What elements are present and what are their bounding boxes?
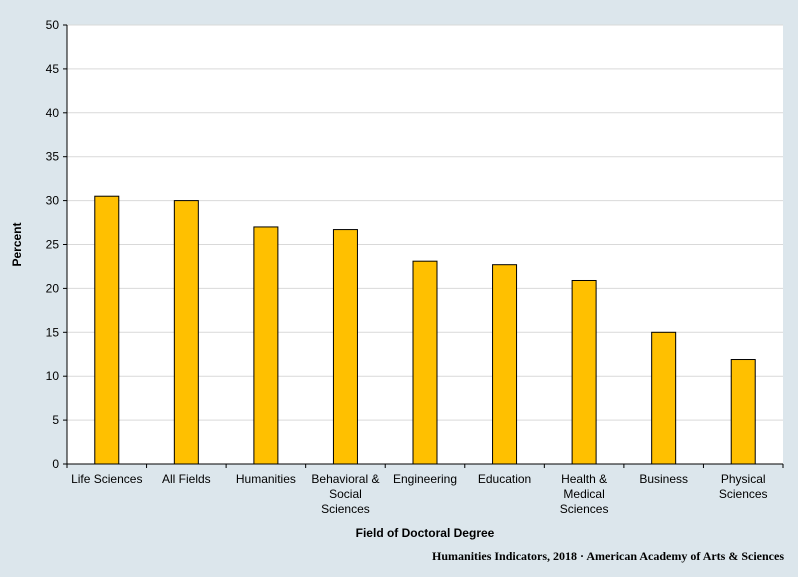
x-category-label: Business <box>639 472 688 486</box>
x-category-label-line: All Fields <box>162 472 211 486</box>
x-category-label-line: Humanities <box>236 472 296 486</box>
x-category-label-line: Medical <box>563 487 604 501</box>
x-category-label-line: Life Sciences <box>71 472 142 486</box>
y-tick-label: 25 <box>46 238 60 252</box>
y-tick-label: 10 <box>46 369 60 383</box>
x-category-label-line: Business <box>639 472 688 486</box>
x-axis-title: Field of Doctoral Degree <box>356 526 495 540</box>
y-tick-label: 50 <box>46 18 60 32</box>
bar[interactable] <box>651 331 677 465</box>
y-tick-label: 30 <box>46 194 60 208</box>
x-category-label: Health & Medical Sciences <box>560 472 609 516</box>
y-tick-label: 40 <box>46 106 60 120</box>
x-category-label: Life Sciences <box>71 472 142 486</box>
bar[interactable] <box>173 200 199 465</box>
bar[interactable] <box>730 359 756 465</box>
x-category-label-line: Education <box>478 472 531 486</box>
x-category-label-line: Health & <box>561 472 607 486</box>
x-category-label-line: Social <box>329 487 362 501</box>
bar[interactable] <box>253 226 279 465</box>
x-category-label-line: Sciences <box>321 502 370 516</box>
x-category-label: Education <box>478 472 531 486</box>
y-tick-label: 35 <box>46 150 60 164</box>
x-category-label: Humanities <box>236 472 296 486</box>
y-tick-label: 45 <box>46 62 60 76</box>
y-axis-title: Percent <box>10 222 24 266</box>
y-tick-label: 0 <box>52 457 59 471</box>
source-credit: Humanities Indicators, 2018 · American A… <box>432 549 784 563</box>
x-category-label: All Fields <box>162 472 211 486</box>
bar[interactable] <box>492 264 518 465</box>
y-tick-label: 5 <box>52 413 59 427</box>
x-category-label: Engineering <box>393 472 457 486</box>
x-category-label-line: Physical <box>721 472 766 486</box>
x-category-label: Behavioral & Social Sciences <box>311 472 379 516</box>
y-tick-label: 15 <box>46 325 60 339</box>
x-category-label-line: Sciences <box>719 487 768 501</box>
bar[interactable] <box>94 195 120 465</box>
x-category-label-line: Engineering <box>393 472 457 486</box>
x-category-label: Physical Sciences <box>719 472 768 501</box>
bar[interactable] <box>571 279 597 465</box>
bar[interactable] <box>332 229 358 465</box>
bar[interactable] <box>412 260 438 465</box>
x-category-label-line: Behavioral & <box>311 472 379 486</box>
y-tick-label: 20 <box>46 281 60 295</box>
x-category-label-line: Sciences <box>560 502 609 516</box>
